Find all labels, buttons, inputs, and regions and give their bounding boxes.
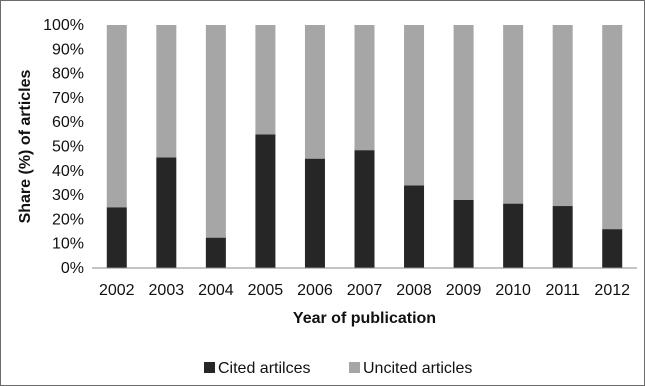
legend-swatch: [349, 362, 360, 373]
legend: Cited artilces Uncited articles: [204, 360, 472, 377]
y-tick-label: 0%: [61, 260, 84, 277]
x-tick-label: 2007: [347, 282, 383, 299]
x-tick-label: 2009: [446, 282, 482, 299]
bar-uncited-2011: [552, 25, 573, 207]
x-axis-ticks: 2002 2003 2004 2005 2006 2007 2008 2009 2010 2011…: [99, 282, 630, 299]
x-tick-label: 2004: [198, 282, 234, 299]
x-tick-label: 2008: [396, 282, 432, 299]
x-tick-label: 2011: [545, 282, 580, 299]
bar-uncited-2012: [602, 25, 623, 230]
x-tick-label: 2002: [99, 282, 135, 299]
bar-cited-2011: [552, 206, 573, 268]
bar-cited-2012: [602, 229, 623, 268]
bar-cited-2005: [255, 134, 276, 268]
bar-uncited-2008: [404, 25, 425, 186]
bar-cited-2007: [354, 150, 375, 268]
x-tick-label: 2005: [248, 282, 284, 299]
bar-uncited-2004: [205, 25, 226, 238]
bar-cited-2006: [304, 158, 325, 268]
legend-swatch: [204, 362, 215, 373]
y-tick-label: 60%: [52, 114, 84, 131]
bar-cited-2002: [106, 207, 127, 268]
x-tick-label: 2012: [594, 282, 630, 299]
y-tick-label: 90%: [52, 41, 84, 58]
legend-label: Cited artilces: [218, 360, 310, 377]
x-axis-title: Year of publication: [293, 310, 436, 327]
bar-cited-2008: [404, 185, 425, 268]
y-tick-label: 30%: [52, 187, 84, 204]
y-tick-label: 10%: [52, 236, 84, 253]
bar-uncited-2009: [453, 25, 474, 200]
y-tick-label: 70%: [52, 90, 84, 107]
bar-uncited-2005: [255, 25, 276, 135]
x-tick-label: 2006: [297, 282, 333, 299]
bar-cited-2004: [205, 237, 226, 268]
bar-uncited-2007: [354, 25, 375, 151]
y-tick-label: 40%: [52, 163, 84, 180]
y-axis-ticks: 0% 10% 20% 30% 40% 50% 60% 70% 80% 90% 100%: [43, 17, 84, 277]
y-tick-label: 50%: [52, 139, 84, 156]
y-tick-label: 20%: [52, 211, 84, 228]
bar-uncited-2010: [503, 25, 524, 204]
y-tick-label: 80%: [52, 66, 84, 83]
legend-label: Uncited articles: [363, 360, 472, 377]
y-axis-title: Share (%) of articles: [17, 69, 34, 223]
bars: [106, 25, 623, 268]
bar-uncited-2003: [156, 25, 177, 158]
bar-uncited-2006: [304, 25, 325, 159]
y-tick-label: 100%: [43, 17, 84, 34]
x-tick-label: 2003: [149, 282, 185, 299]
x-tick-label: 2010: [495, 282, 531, 299]
bar-cited-2009: [453, 199, 474, 268]
bar-cited-2003: [156, 157, 177, 268]
bar-cited-2010: [503, 203, 524, 268]
bar-uncited-2002: [106, 25, 127, 208]
